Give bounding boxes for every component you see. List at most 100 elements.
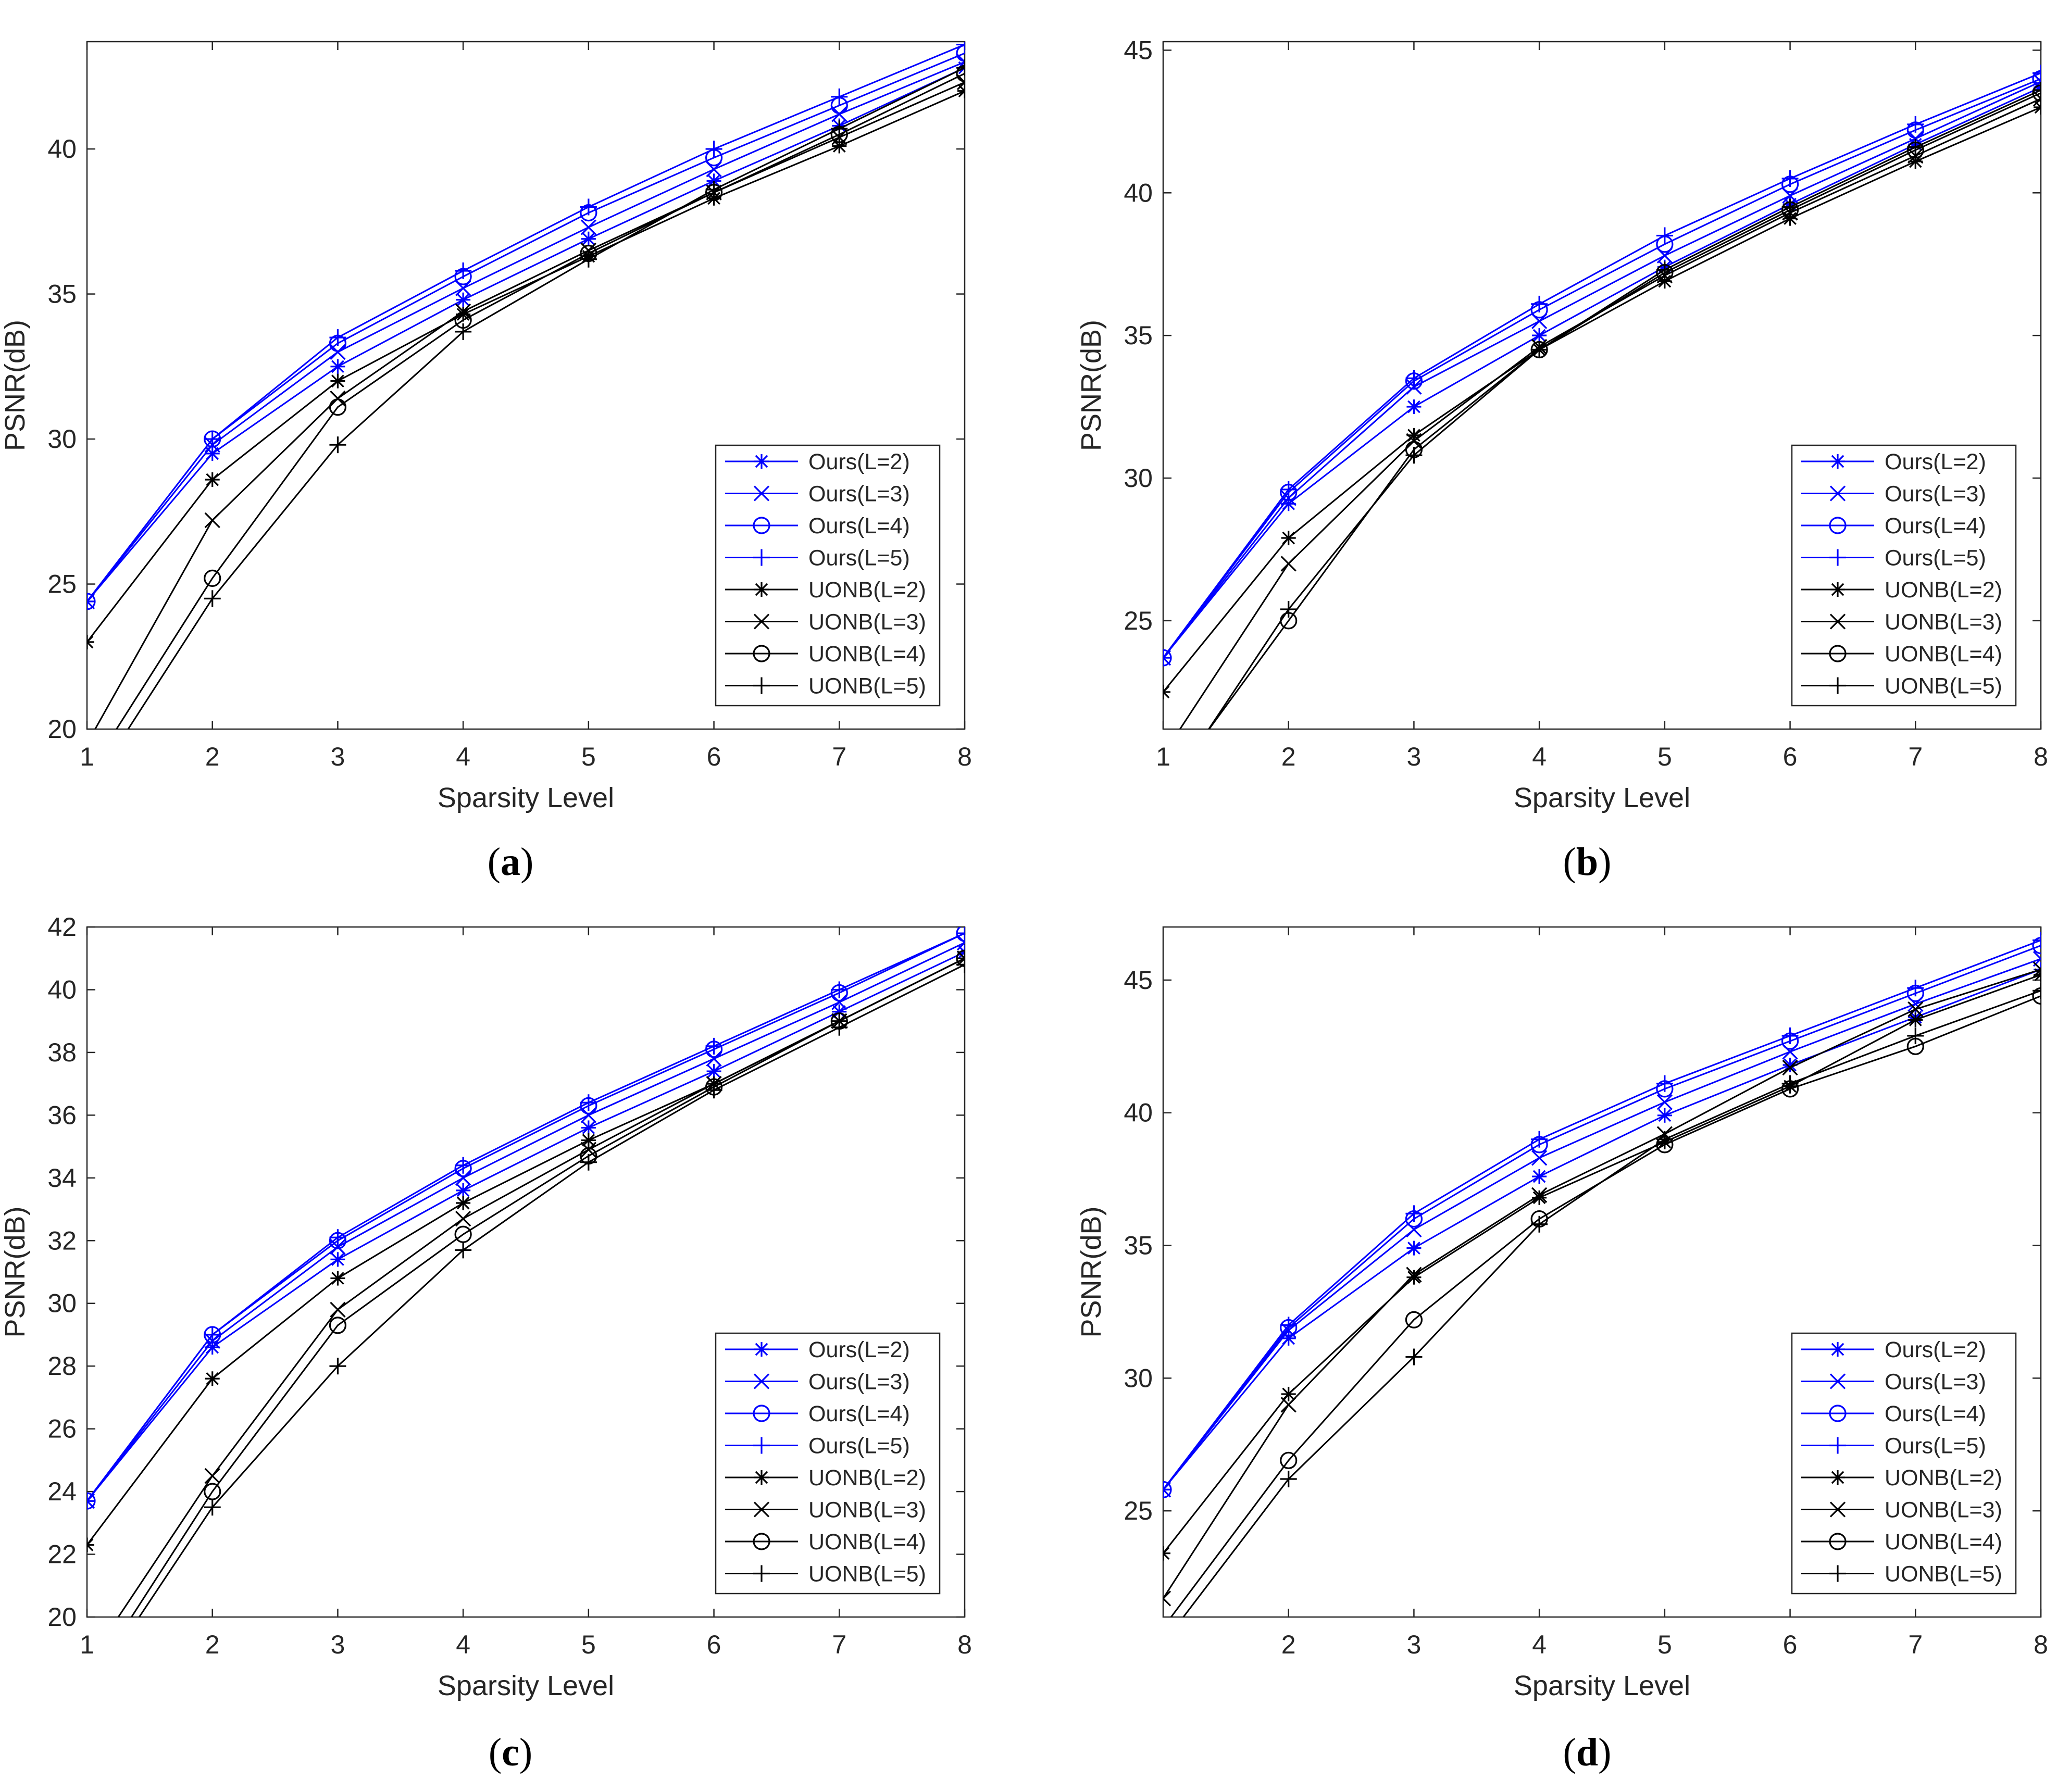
legend-entry: UONB(L=3) — [1801, 610, 2002, 635]
x-tick-label: 4 — [1532, 742, 1547, 771]
x-tick-label: 8 — [957, 1630, 972, 1659]
data-point — [956, 949, 965, 967]
legend-marker — [754, 1470, 769, 1485]
chart-c: 1 2 3 4 5 6 7 8202224262830323436384042Sparsity… — [0, 912, 972, 1701]
data-point — [956, 934, 965, 951]
data-point — [455, 323, 472, 340]
data-point — [831, 1019, 848, 1036]
x-tick-label: 5 — [581, 742, 596, 771]
legend-entry: UONB(L=3) — [725, 1498, 926, 1523]
x-tick-label: 2 — [205, 1630, 220, 1659]
data-point — [1405, 370, 1423, 387]
legend-marker — [753, 645, 770, 662]
data-point — [1908, 1001, 1924, 1018]
data-point — [956, 65, 965, 82]
y-tick-label: 40 — [1124, 1098, 1153, 1127]
data-point — [455, 1170, 471, 1186]
data-point — [1908, 1012, 1923, 1027]
data-point — [1781, 198, 1799, 216]
legend-marker — [1829, 1565, 1846, 1582]
y-tick-label: 25 — [47, 570, 77, 599]
data-point — [580, 198, 597, 216]
series-group-c — [87, 927, 965, 1617]
legend-label: UONB(L=3) — [1885, 610, 2002, 635]
y-tick-label: 40 — [47, 134, 77, 164]
y-axis-label-c: PSNR(dB) — [0, 1206, 31, 1337]
x-tick-label: 8 — [2034, 1630, 2048, 1659]
legend-marker — [1829, 1373, 1846, 1389]
data-point — [1280, 1317, 1297, 1334]
legend-entry: Ours(L=2) — [1801, 449, 1986, 474]
data-point — [204, 569, 221, 587]
data-point — [455, 1157, 472, 1174]
y-tick-label: 40 — [47, 975, 77, 1004]
data-point — [580, 219, 596, 235]
data-point — [956, 44, 965, 62]
legend-entry: UONB(L=5) — [1801, 1562, 2002, 1587]
legend-entry: Ours(L=4) — [725, 1401, 910, 1426]
legend-entry: Ours(L=5) — [725, 546, 910, 571]
y-tick-label: 45 — [1124, 966, 1153, 995]
y-tick-label: 30 — [47, 424, 77, 454]
legend-entry: Ours(L=2) — [725, 1337, 910, 1362]
legend-label: UONB(L=4) — [808, 642, 926, 667]
series-UONB(L=3) — [94, 74, 965, 729]
series-UONB(L=5) — [1207, 82, 2041, 729]
legend-marker — [1829, 485, 1846, 502]
data-point — [1281, 531, 1296, 546]
series-line — [1208, 92, 2041, 729]
x-tick-label: 8 — [957, 742, 972, 771]
series-line — [1163, 958, 2041, 1490]
legend-marker — [1830, 1470, 1845, 1485]
legend-box — [715, 1332, 941, 1595]
data-point — [1907, 980, 1924, 997]
y-tick-label: 30 — [1124, 463, 1153, 493]
x-tick-label: 7 — [832, 742, 846, 771]
y-tick-label: 30 — [47, 1289, 77, 1318]
legend-label: Ours(L=4) — [808, 513, 910, 538]
y-tick-label: 25 — [1124, 1496, 1153, 1525]
x-tick-label: 7 — [1908, 1630, 1923, 1659]
legend-label: UONB(L=4) — [1885, 642, 2002, 667]
legend-marker — [753, 1565, 770, 1582]
y-tick-label: 26 — [47, 1414, 77, 1444]
y-axis-label-a: PSNR(dB) — [0, 320, 31, 451]
legend-marker — [753, 485, 770, 502]
x-tick-label: 3 — [331, 742, 345, 771]
data-point — [1531, 1131, 1548, 1148]
series-line — [1163, 969, 2041, 1490]
legend-label: UONB(L=3) — [808, 610, 926, 635]
x-tick-label: 4 — [456, 1630, 470, 1659]
legend-marker — [753, 1373, 770, 1389]
legend-box — [1791, 444, 2017, 707]
series-line — [87, 44, 965, 602]
legend-entry: Ours(L=4) — [1801, 1401, 1986, 1426]
legend-entry: Ours(L=5) — [725, 1434, 910, 1459]
data-point — [1280, 1397, 1296, 1413]
y-tick-label: 42 — [47, 912, 77, 942]
data-point — [204, 1326, 221, 1343]
caption-b-text: (b) — [1563, 840, 1612, 884]
y-tick-label: 40 — [1124, 178, 1153, 207]
data-point — [330, 1271, 345, 1286]
legend-label: Ours(L=4) — [1885, 513, 1986, 538]
series-Ours(L=5) — [1163, 932, 2041, 1498]
data-point — [87, 1493, 95, 1510]
series-line — [1163, 78, 2041, 658]
legend-entry: UONB(L=4) — [725, 642, 926, 667]
data-point — [1781, 1075, 1799, 1092]
x-tick-label: 1 — [80, 1630, 94, 1659]
legend-marker — [1829, 1405, 1847, 1422]
series-Ours(L=5) — [87, 927, 965, 1510]
data-point — [1280, 481, 1297, 498]
data-point — [456, 292, 471, 307]
legend-label: UONB(L=2) — [1885, 578, 2002, 603]
legend-entry: Ours(L=2) — [725, 449, 910, 474]
data-point — [1531, 1150, 1548, 1166]
series-line — [87, 61, 965, 602]
series-group-a — [87, 42, 965, 729]
legend-entry: Ours(L=3) — [725, 1370, 910, 1395]
data-point — [956, 950, 965, 967]
